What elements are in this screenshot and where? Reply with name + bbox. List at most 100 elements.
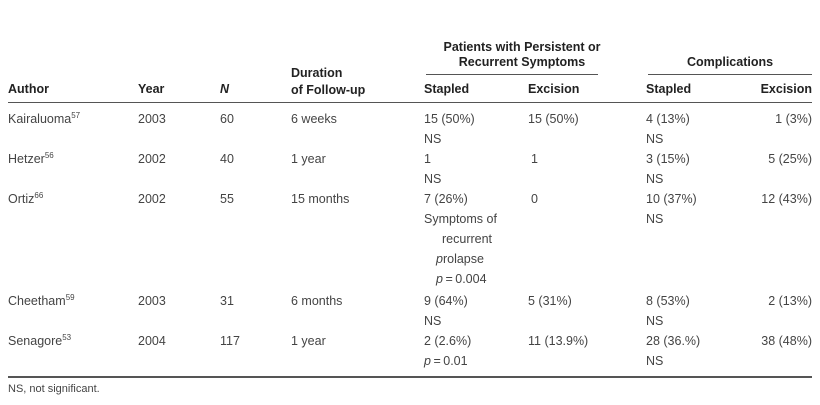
cell-duration: 1 year <box>291 334 326 348</box>
cell-complications-excision: 38 (48%) <box>761 334 812 348</box>
p-symbol: p <box>424 354 431 368</box>
cell-n: 31 <box>220 294 234 308</box>
cell-symptoms-excision: 11 (13.9%) <box>528 334 589 348</box>
complications-stapled-line: 4 (13%) <box>646 112 690 126</box>
complications-stapled-line: 28 (36.%) <box>646 334 701 348</box>
symptoms-stapled-line: NS <box>424 314 442 328</box>
cell-n: 60 <box>220 112 234 126</box>
col-header-duration-line2: of Follow-up <box>291 83 366 97</box>
group-header-symptoms-line1: Patients with Persistent or <box>443 40 601 54</box>
p-value: = 0.01 <box>430 354 468 368</box>
group-header-symptoms: Patients with Persistent or Recurrent Sy… <box>426 40 618 70</box>
symptoms-stapled-line: 15 (50%) <box>424 112 475 126</box>
author-reference: 66 <box>34 190 44 200</box>
cell-year: 2003 <box>138 294 166 308</box>
cell-symptoms-excision: 0 <box>531 192 538 206</box>
symptoms-stapled-line: NS <box>424 172 442 186</box>
group-rule-complications <box>648 74 812 75</box>
complications-stapled-line: 8 (53%) <box>646 294 690 308</box>
symptoms-stapled-line: p = 0.004 <box>424 269 497 289</box>
cell-duration: 15 months <box>291 192 350 206</box>
symptoms-stapled-line: 7 (26%) <box>424 192 468 206</box>
complications-stapled-line: NS <box>646 354 664 368</box>
symptoms-stapled-line: prolapse <box>424 249 497 269</box>
cell-author: Ortiz66 <box>8 190 44 206</box>
author-name: Senagore <box>8 334 63 348</box>
cell-symptoms-stapled: 1 NS <box>424 149 441 189</box>
cell-duration: 1 year <box>291 152 326 166</box>
symptoms-stapled-line: Symptoms of <box>424 212 497 226</box>
cell-complications-excision: 1 (3%) <box>775 112 812 126</box>
cell-author: Senagore53 <box>8 332 72 348</box>
cell-symptoms-excision: 5 (31%) <box>528 294 572 308</box>
cell-author: Cheetham59 <box>8 292 75 308</box>
cell-symptoms-stapled: 2 (2.6%) p = 0.01 <box>424 331 471 371</box>
author-name: Ortiz <box>8 192 35 206</box>
author-name: Hetzer <box>8 152 45 166</box>
cell-n: 117 <box>220 334 240 348</box>
complications-stapled-line: 10 (37%) <box>646 192 697 206</box>
cell-complications-stapled: 4 (13%) NS <box>646 109 690 149</box>
col-header-stapled-complications: Stapled <box>646 82 692 96</box>
complications-stapled-line: NS <box>646 172 664 186</box>
symptoms-stapled-line: recurrent <box>442 232 493 246</box>
col-header-year: Year <box>138 82 165 96</box>
table-container: Patients with Persistent or Recurrent Sy… <box>8 0 812 405</box>
p-symbol: p <box>436 272 443 286</box>
author-reference: 57 <box>71 110 81 120</box>
cell-year: 2004 <box>138 334 166 348</box>
author-reference: 53 <box>62 332 72 342</box>
header-rule <box>8 102 812 103</box>
footnote: NS, not significant. <box>8 383 100 395</box>
cell-author: Hetzer56 <box>8 150 54 166</box>
cell-author: Kairaluoma57 <box>8 110 81 126</box>
author-name: Cheetham <box>8 294 66 308</box>
complications-stapled-line: 3 (15%) <box>646 152 690 166</box>
cell-year: 2002 <box>138 152 166 166</box>
symptoms-stapled-line: 2 (2.6%) <box>424 334 472 348</box>
cell-symptoms-stapled: 9 (64%) NS <box>424 291 468 331</box>
cell-duration: 6 weeks <box>291 112 337 126</box>
bottom-rule <box>8 376 812 378</box>
complications-stapled-line: NS <box>646 212 664 226</box>
author-reference: 59 <box>65 292 75 302</box>
cell-year: 2003 <box>138 112 166 126</box>
p-value: rolapse <box>442 252 484 266</box>
col-header-excision-symptoms: Excision <box>528 82 580 96</box>
symptoms-stapled-line: NS <box>424 132 442 146</box>
cell-symptoms-stapled: 15 (50%) NS <box>424 109 475 149</box>
author-name: Kairaluoma <box>8 112 72 126</box>
symptoms-stapled-line: 9 (64%) <box>424 294 468 308</box>
col-header-duration-line1: Duration <box>291 66 343 80</box>
cell-complications-stapled: 10 (37%) NS <box>646 189 697 229</box>
cell-complications-stapled: 28 (36.%) NS <box>646 331 700 371</box>
cell-symptoms-stapled: 7 (26%) Symptoms of recurrent prolapse p = 0… <box>424 189 497 289</box>
cell-duration: 6 months <box>291 294 343 308</box>
symptoms-stapled-line: p = 0.01 <box>424 351 471 371</box>
col-header-n: N <box>220 82 230 96</box>
blank-patch <box>598 66 638 80</box>
p-symbol: p <box>436 252 443 266</box>
cell-complications-excision: 12 (43%) <box>761 192 812 206</box>
group-rule-symptoms <box>426 74 632 75</box>
col-header-author: Author <box>8 82 49 96</box>
symptoms-stapled-line: 1 <box>424 152 431 166</box>
cell-symptoms-excision: 15 (50%) <box>528 112 579 126</box>
cell-symptoms-excision: 1 <box>531 152 538 166</box>
cell-complications-stapled: 8 (53%) NS <box>646 291 690 331</box>
cell-n: 55 <box>220 192 234 206</box>
group-header-complications: Complications <box>686 55 774 69</box>
cell-complications-stapled: 3 (15%) NS <box>646 149 690 189</box>
cell-complications-excision: 5 (25%) <box>768 152 812 166</box>
group-header-symptoms-line2: Recurrent Symptoms <box>458 55 586 69</box>
p-value: = 0.004 <box>442 272 487 286</box>
cell-n: 40 <box>220 152 234 166</box>
cell-complications-excision: 2 (13%) <box>768 294 812 308</box>
cell-year: 2002 <box>138 192 166 206</box>
col-header-duration: Duration of Follow-up <box>291 65 365 99</box>
complications-stapled-line: NS <box>646 314 664 328</box>
col-header-excision-complications: Excision <box>760 82 812 96</box>
complications-stapled-line: NS <box>646 132 664 146</box>
col-header-stapled-symptoms: Stapled <box>424 82 470 96</box>
author-reference: 56 <box>44 150 54 160</box>
